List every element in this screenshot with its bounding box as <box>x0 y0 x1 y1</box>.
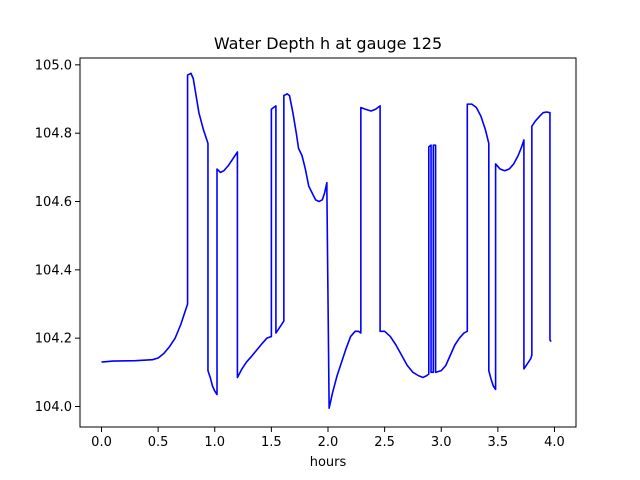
x-axis: 0.0 0.5 1.0 1.5 2.0 2.5 3.0 3.5 4.0 <box>91 427 565 450</box>
y-tick-label: 104.2 <box>35 332 72 347</box>
series-line-0 <box>101 72 552 410</box>
x-tick-label: 1.0 <box>204 435 225 450</box>
chart-title: Water Depth h at gauge 125 <box>214 34 442 53</box>
x-tick-label: 0.5 <box>148 435 169 450</box>
x-tick-label: 4.0 <box>544 435 565 450</box>
x-tick-label: 2.0 <box>318 435 339 450</box>
x-tick-label: 0.0 <box>91 435 112 450</box>
y-tick-label: 104.6 <box>35 195 72 210</box>
x-tick-label: 3.5 <box>488 435 509 450</box>
y-axis: 104.0 104.2 104.4 104.6 104.8 105.0 <box>35 58 80 415</box>
x-tick-label: 2.5 <box>374 435 395 450</box>
x-tick-label: 1.5 <box>261 435 282 450</box>
plot-area <box>101 72 552 410</box>
y-tick-label: 104.0 <box>35 400 72 415</box>
x-tick-label: 3.0 <box>431 435 452 450</box>
y-tick-label: 104.4 <box>35 263 72 278</box>
y-tick-label: 104.8 <box>35 127 72 142</box>
y-tick-label: 105.0 <box>35 58 72 73</box>
x-axis-label: hours <box>310 455 347 470</box>
